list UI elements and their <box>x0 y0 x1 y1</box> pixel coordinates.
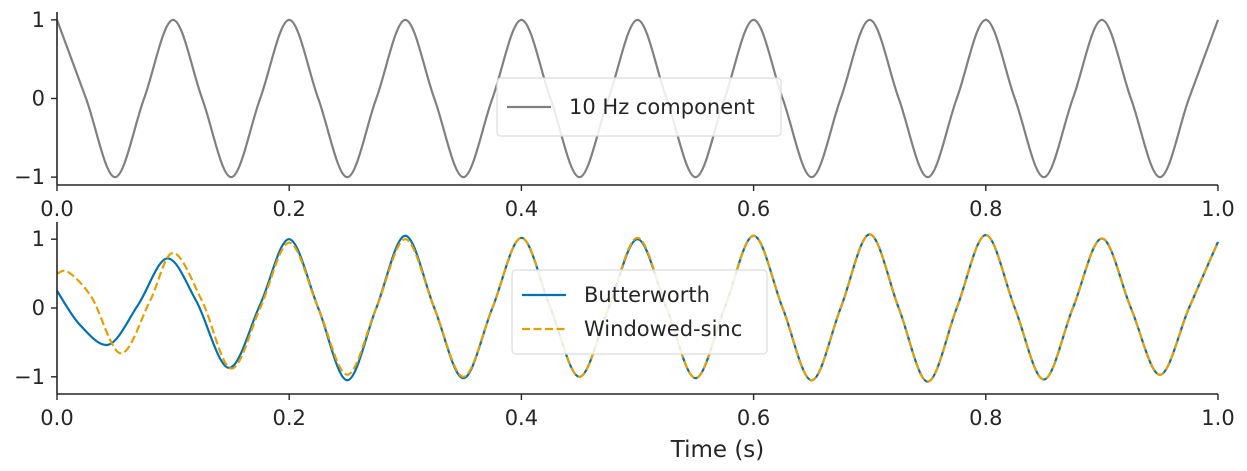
x-tick-label: 0.2 <box>272 406 305 430</box>
x-tick-label: 0.4 <box>505 197 538 221</box>
x-axis-title: Time (s) <box>670 437 765 463</box>
y-tick-label: 1 <box>32 227 45 251</box>
legend-label: 10 Hz component <box>569 95 755 119</box>
y-tick-label: 1 <box>32 8 45 32</box>
x-tick-label: 0.6 <box>737 197 770 221</box>
legend: 10 Hz component <box>496 77 782 137</box>
legend-box <box>496 77 782 137</box>
x-tick-label: 0.4 <box>505 406 538 430</box>
x-tick-label: 0.2 <box>272 197 305 221</box>
series-line-10-hz-component <box>55 18 1220 179</box>
x-tick-label: 0.0 <box>40 197 73 221</box>
top-panel: 0.0 0.2 0.4 0.6 0.8 1.0 −1 0 1 10 Hz component <box>14 8 1235 221</box>
legend-label: Butterworth <box>584 283 710 307</box>
y-tick-label: −1 <box>14 165 45 189</box>
legend-box <box>511 269 768 355</box>
y-tick-label: −1 <box>14 365 45 389</box>
x-tick-label: 0.8 <box>969 406 1002 430</box>
x-tick-label: 0.8 <box>969 197 1002 221</box>
legend-label: Windowed-sinc <box>584 317 742 341</box>
bottom-panel: 0.0 0.2 0.4 0.6 0.8 1.0 −1 0 1 Time (s) Butterwort… <box>14 222 1235 463</box>
x-tick-label: 1.0 <box>1201 406 1234 430</box>
x-tick-label: 0.0 <box>40 406 73 430</box>
y-tick-label: 0 <box>32 87 45 111</box>
legend: Butterworth Windowed-sinc <box>511 269 768 355</box>
x-tick-label: 0.6 <box>737 406 770 430</box>
y-tick-label: 0 <box>32 296 45 320</box>
x-tick-label: 1.0 <box>1201 197 1234 221</box>
series-line-windowed-sinc <box>56 233 1220 383</box>
